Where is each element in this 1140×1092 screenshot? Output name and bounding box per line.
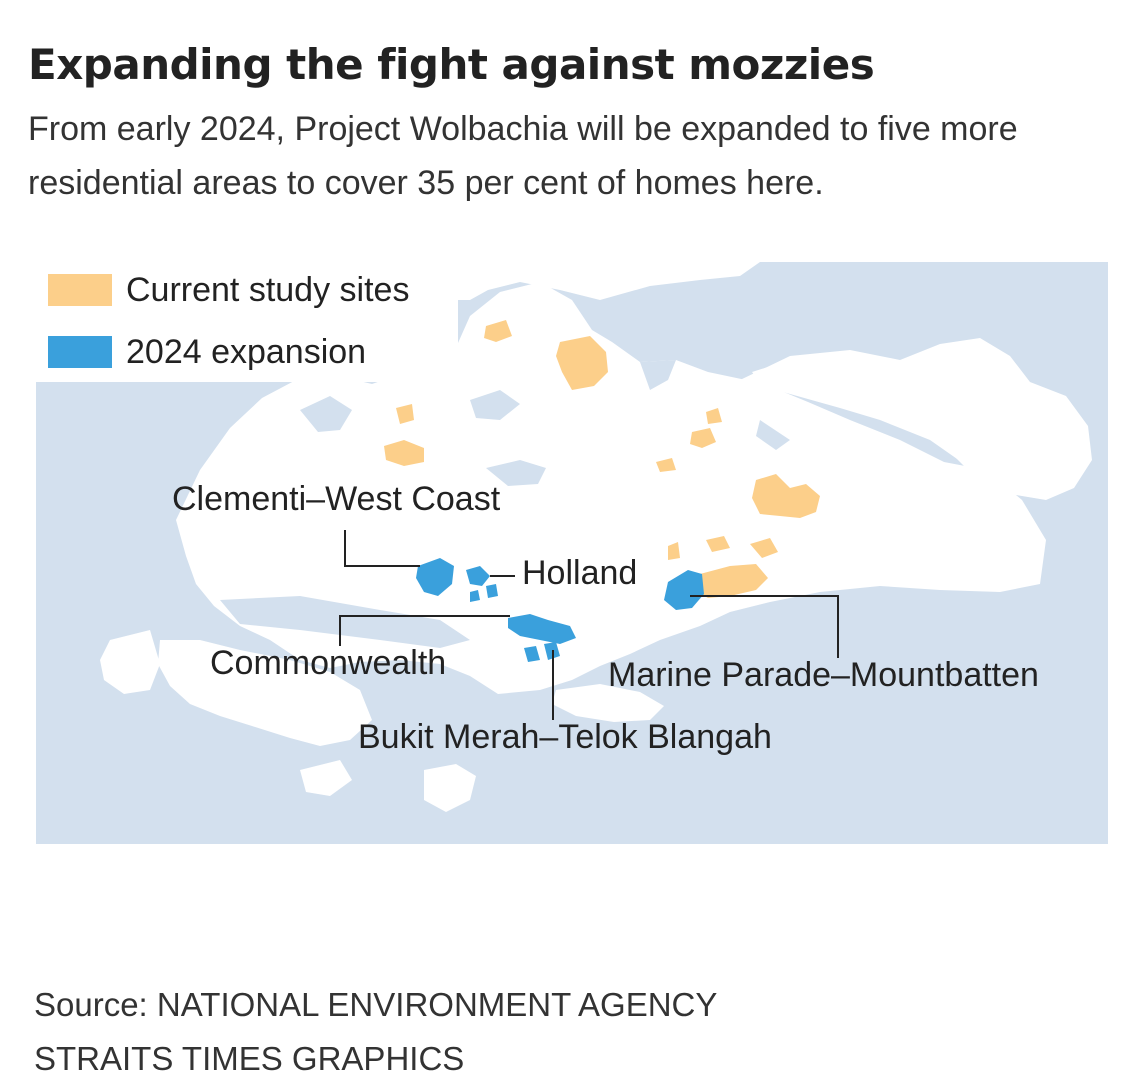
current-site-bedok-north [750,538,778,558]
river-inlet-2 [756,420,790,450]
pulau-tekong [940,382,1092,500]
source-credit: Source: NATIONAL ENVIRONMENT AGENCY STRA… [34,978,717,1086]
label-holland: Holland [522,554,638,592]
leader-lines [339,530,839,720]
current-site-woodlands [484,320,512,342]
current-site-marine-parade [694,564,768,598]
label-bukit-merah-telok-blangah: Bukit Merah–Telok Blangah [358,718,772,756]
map-subtitle: From early 2024, Project Wolbachia will … [28,110,1018,202]
label-clementi-west-coast: Clementi–West Coast [172,480,501,518]
map-title: Expanding the fight against mozzies [28,40,875,89]
expansion-commonwealth [508,614,576,644]
current-study-sites [384,320,820,598]
current-site-yishun [556,336,608,390]
legend-swatch-expansion [48,336,112,368]
label-commonwealth: Commonwealth [210,644,447,682]
label-marine-parade-mountbatten: Marine Parade–Mountbatten [608,656,1039,694]
legend-item-expansion: 2024 expansion [48,324,409,380]
south-channel [220,596,470,648]
leader-marine-parade [690,595,839,658]
legend-swatch-current [48,274,112,306]
jurong-island [158,640,372,746]
southern-island [424,764,476,812]
river-inlet [640,360,676,390]
current-site-kaki-bukit [706,536,730,552]
reservoir [300,396,352,432]
map-legend: Current study sites 2024 expansion [48,262,409,386]
current-site-sengkang [690,428,716,448]
reservoir-3 [486,460,546,486]
current-site-hougang [706,408,722,424]
current-site-geylang [668,542,680,560]
expansion-clementi-west-coast [416,558,454,596]
expansion-sites [416,558,704,662]
leader-commonwealth [339,615,510,646]
current-site-bukit-batok [384,440,424,466]
main-island [176,282,1046,694]
source-line-agency: Source: NATIONAL ENVIRONMENT AGENCY [34,986,718,1023]
current-site-choa-chu-kang [396,404,414,424]
source-line-graphics: STRAITS TIMES GRAPHICS [34,1040,465,1077]
expansion-holland [466,566,498,602]
sentosa [552,684,664,722]
expansion-bukit-merah [524,642,560,662]
expansion-marine-parade [664,570,704,610]
johor-coast [458,262,760,300]
legend-label-current: Current study sites [126,270,410,309]
reservoir-2 [470,390,520,420]
current-site-tampines [752,474,820,518]
current-site-serangoon [656,458,676,472]
legend-item-current: Current study sites [48,262,409,318]
legend-label-expansion: 2024 expansion [126,332,367,371]
southern-island-2 [300,760,352,796]
leader-clementi [344,530,420,567]
western-islands [100,630,160,694]
